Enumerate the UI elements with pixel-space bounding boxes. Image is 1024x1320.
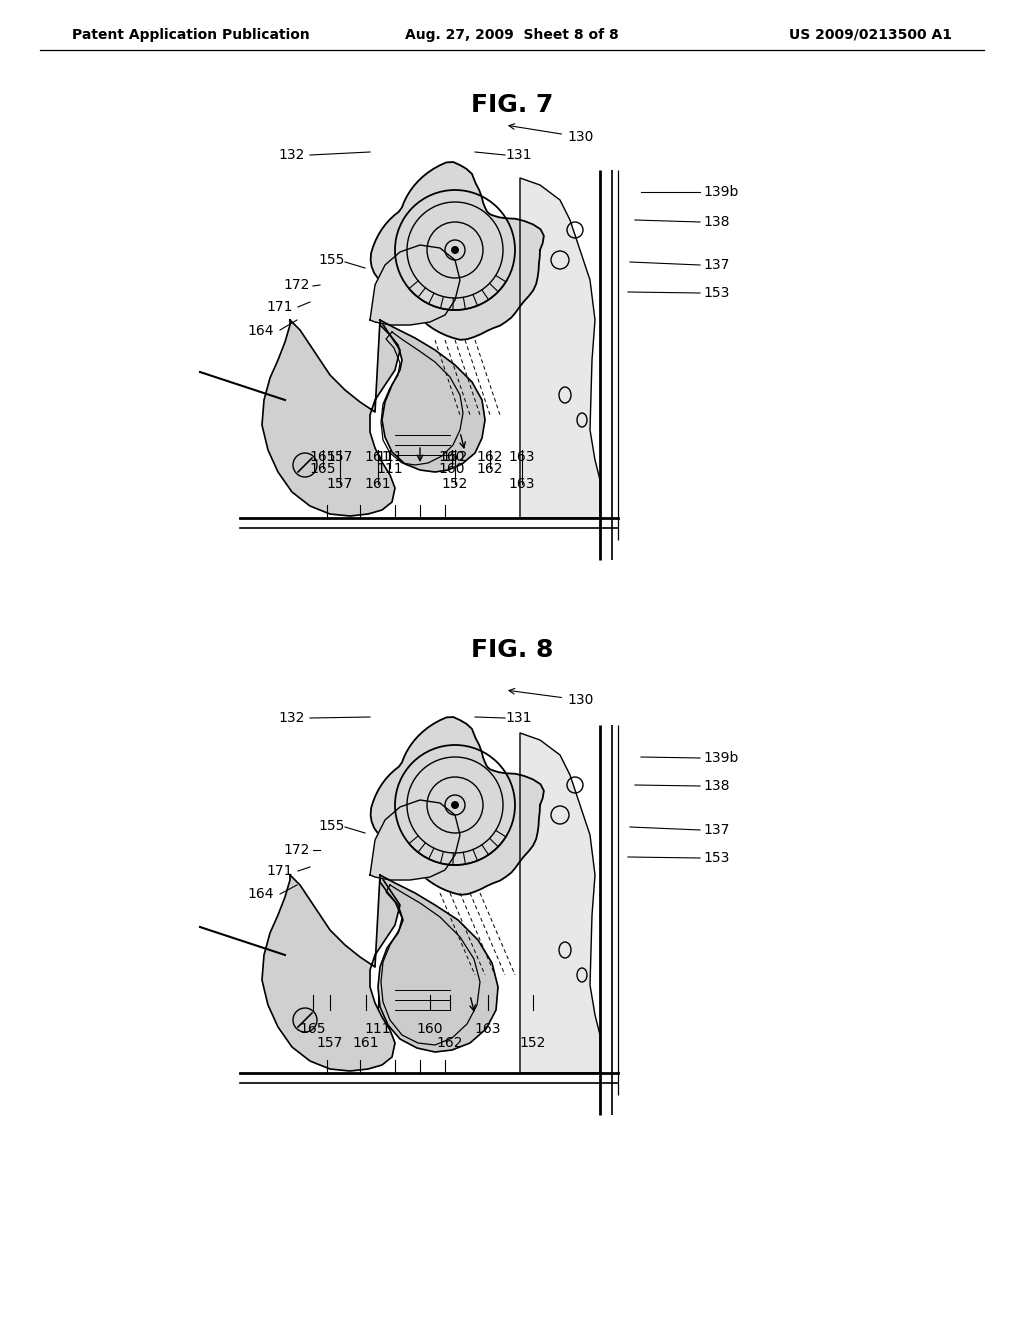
Text: 152: 152 (441, 450, 468, 465)
Polygon shape (520, 178, 600, 517)
Text: 163: 163 (509, 450, 536, 465)
Text: 152: 152 (520, 1036, 546, 1049)
Text: 172: 172 (284, 279, 310, 292)
Text: 165: 165 (309, 462, 336, 477)
Text: 171: 171 (266, 300, 293, 314)
Text: 131: 131 (505, 711, 531, 725)
Circle shape (293, 1008, 317, 1032)
Text: 165: 165 (300, 1022, 327, 1036)
Text: 111: 111 (377, 450, 403, 465)
Text: 157: 157 (327, 450, 353, 465)
Text: 164: 164 (248, 887, 274, 902)
Text: 161: 161 (365, 477, 391, 491)
Text: 152: 152 (441, 477, 468, 491)
Polygon shape (371, 717, 544, 895)
Text: 139b: 139b (703, 751, 738, 766)
Text: 162: 162 (477, 462, 503, 477)
Text: 111: 111 (365, 1022, 391, 1036)
Text: 111: 111 (377, 462, 403, 477)
Text: US 2009/0213500 A1: US 2009/0213500 A1 (790, 28, 952, 42)
Text: 161: 161 (365, 450, 391, 465)
Text: 137: 137 (703, 257, 729, 272)
Polygon shape (262, 319, 400, 516)
Text: Aug. 27, 2009  Sheet 8 of 8: Aug. 27, 2009 Sheet 8 of 8 (406, 28, 618, 42)
Text: 160: 160 (417, 1022, 443, 1036)
Text: FIG. 7: FIG. 7 (471, 92, 553, 117)
Text: 157: 157 (327, 477, 353, 491)
Text: 153: 153 (703, 851, 729, 865)
Polygon shape (262, 875, 400, 1071)
Text: 132: 132 (279, 148, 305, 162)
Text: 161: 161 (352, 1036, 379, 1049)
Text: 153: 153 (703, 286, 729, 300)
Text: 131: 131 (505, 148, 531, 162)
Text: 155: 155 (318, 253, 345, 267)
Circle shape (293, 453, 317, 477)
Text: 160: 160 (438, 462, 465, 477)
Polygon shape (380, 319, 485, 473)
Text: Patent Application Publication: Patent Application Publication (72, 28, 309, 42)
Text: 172: 172 (284, 843, 310, 857)
Text: 138: 138 (703, 215, 729, 228)
Polygon shape (378, 875, 498, 1052)
Text: 155: 155 (318, 818, 345, 833)
Text: 132: 132 (279, 711, 305, 725)
Text: FIG. 8: FIG. 8 (471, 638, 553, 663)
Text: 162: 162 (477, 450, 503, 465)
Circle shape (451, 246, 459, 253)
Circle shape (451, 801, 459, 809)
Text: 162: 162 (437, 1036, 463, 1049)
Text: 163: 163 (475, 1022, 502, 1036)
Polygon shape (371, 162, 544, 339)
Text: 139b: 139b (703, 185, 738, 199)
Text: 137: 137 (703, 822, 729, 837)
Polygon shape (520, 733, 600, 1073)
Text: 130: 130 (509, 124, 593, 144)
Polygon shape (370, 246, 460, 325)
Text: 160: 160 (438, 450, 465, 465)
Text: 165: 165 (309, 450, 336, 465)
Text: 163: 163 (509, 477, 536, 491)
Text: 157: 157 (316, 1036, 343, 1049)
Text: 171: 171 (266, 865, 293, 878)
Text: 130: 130 (509, 689, 593, 708)
Text: 138: 138 (703, 779, 729, 793)
Text: 164: 164 (248, 323, 274, 338)
Polygon shape (370, 800, 460, 880)
